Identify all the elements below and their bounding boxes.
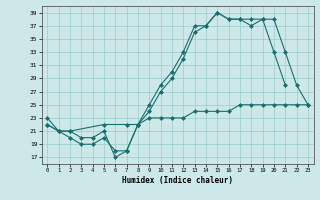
X-axis label: Humidex (Indice chaleur): Humidex (Indice chaleur) bbox=[122, 176, 233, 185]
